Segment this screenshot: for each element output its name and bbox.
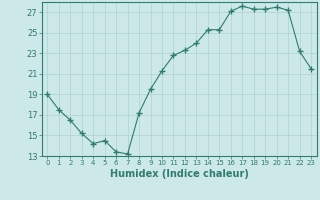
X-axis label: Humidex (Indice chaleur): Humidex (Indice chaleur) [110,169,249,179]
